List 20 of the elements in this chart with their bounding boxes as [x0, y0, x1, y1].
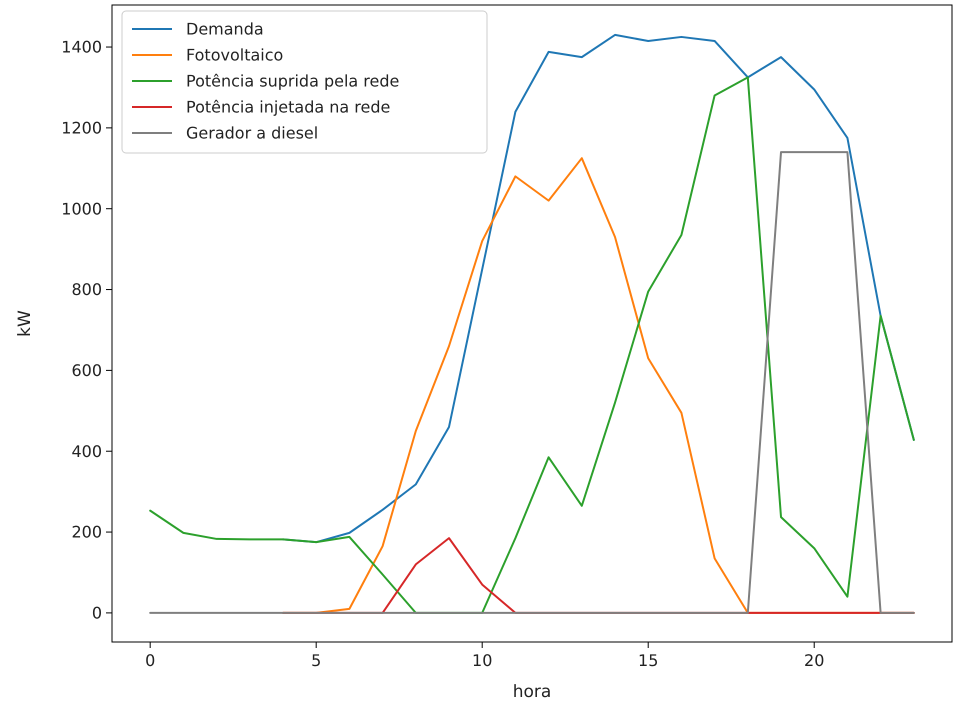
legend-label: Potência suprida pela rede [186, 72, 400, 91]
x-tick-label: 15 [638, 651, 658, 670]
y-tick-label: 1200 [61, 118, 102, 138]
y-tick-label: 800 [71, 280, 102, 300]
x-tick-label: 20 [804, 651, 824, 670]
x-tick-label: 10 [472, 651, 492, 670]
x-tick-label: 0 [145, 651, 156, 670]
y-tick-label: 0 [92, 604, 102, 622]
legend-label: Fotovoltaico [186, 46, 284, 65]
y-tick-label: 600 [71, 360, 102, 380]
legend-label: Gerador a diesel [186, 124, 318, 143]
y-tick-label: 1000 [61, 199, 102, 218]
y-tick-label: 200 [71, 522, 102, 542]
y-tick-label: 1400 [61, 38, 102, 57]
y-tick-label: 400 [71, 442, 102, 461]
legend-label: Demanda [186, 20, 264, 39]
legend-label: Potência injetada na rede [186, 98, 390, 117]
y-axis-title: kW [15, 310, 35, 337]
x-tick-label: 5 [311, 651, 322, 670]
x-axis-title: hora [512, 682, 552, 702]
